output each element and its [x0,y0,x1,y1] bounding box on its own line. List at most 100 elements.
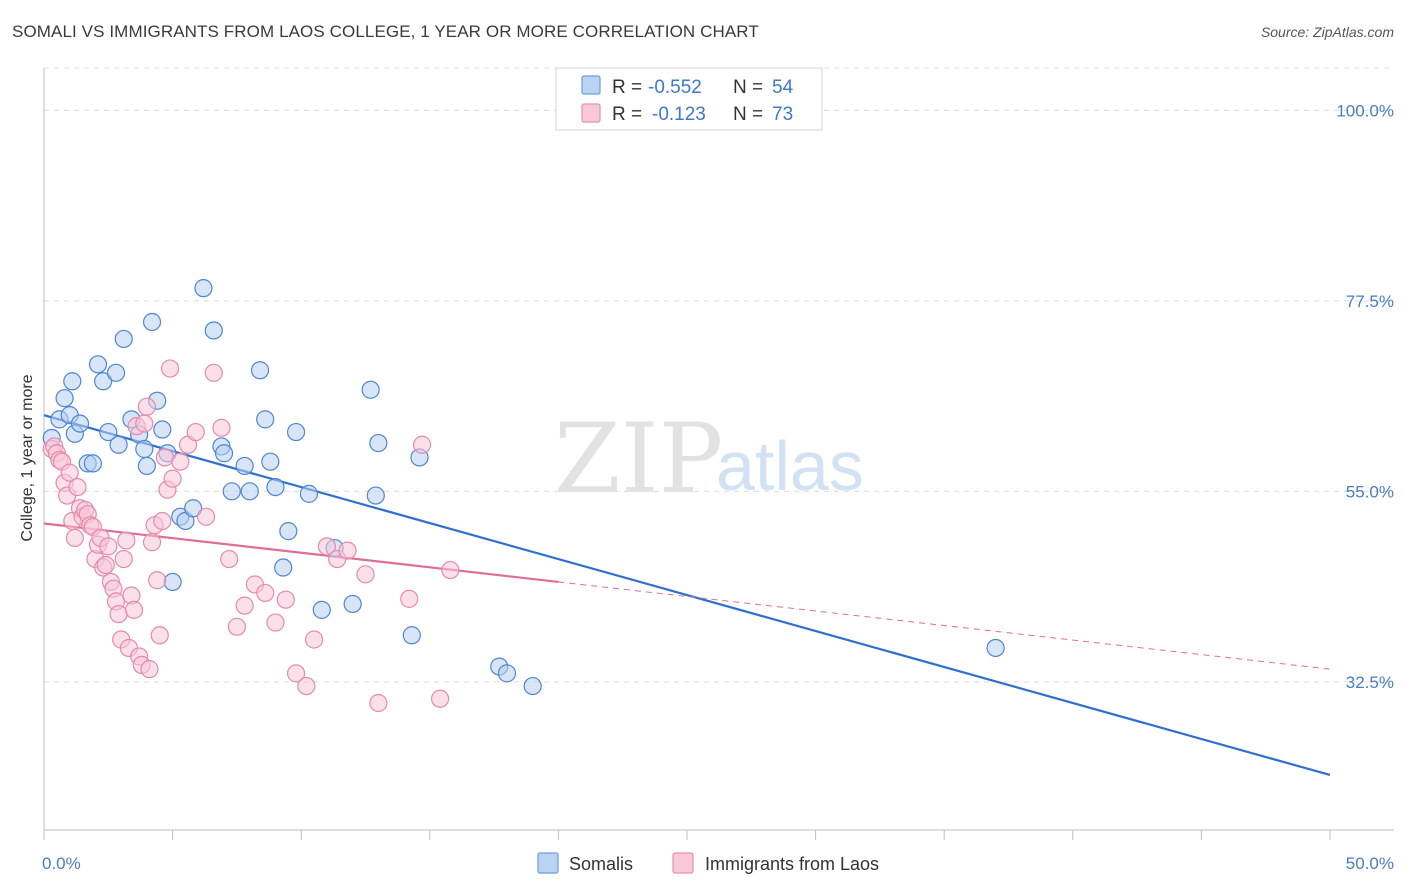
legend-swatch-somalis [581,75,601,95]
data-point [986,638,1005,658]
data-point [99,537,118,556]
data-point [106,363,126,382]
legend-r-value-laos: -0.123 [652,104,706,125]
y-tick-labels: 100.0% 77.5% 55.0% 32.5% [1336,101,1394,692]
data-point [274,558,293,577]
bottom-legend-swatch-laos [672,852,694,874]
data-point [135,414,154,433]
data-point [83,454,102,473]
y-tick-label: 100.0% [1336,101,1394,120]
data-point [184,499,203,518]
data-point [204,363,223,382]
data-point [286,422,306,442]
data-point [55,389,74,408]
series-legend: Somalis Immigrants from Laos [537,852,879,874]
data-point [140,660,159,679]
bottom-legend-label-somalis: Somalis [569,854,633,874]
data-point [441,560,460,580]
data-point [338,541,357,560]
data-point [204,321,223,340]
data-point [369,433,388,453]
data-point [171,452,190,471]
data-point [286,664,306,683]
data-point [317,537,337,556]
data-point [142,533,162,552]
data-point [235,456,254,476]
data-point [135,439,154,459]
data-point [304,630,324,649]
data-point [153,420,172,439]
data-point [65,528,84,548]
y-tick-label: 77.5% [1346,292,1394,311]
data-point [137,397,156,416]
trend-line-somalis [43,414,1331,777]
data-point [155,448,174,467]
watermark: ZIP atlas [554,403,864,515]
data-point [94,372,113,391]
data-point [266,613,285,632]
source-credit: Source: ZipAtlas.com [1260,24,1394,40]
legend-swatch-laos [581,103,601,123]
data-point [88,355,108,374]
data-point [312,600,331,619]
data-point [137,456,156,476]
chart-title: SOMALI VS IMMIGRANTS FROM LAOS COLLEGE, … [12,22,759,41]
data-point [369,693,388,713]
data-point [196,507,216,526]
y-axis-label: College, 1 year or more [19,374,36,541]
series-somalis-points [42,279,1005,696]
x-tick-labels: 0.0% 50.0% [42,854,1394,873]
y-tick-label: 32.5% [1346,673,1394,692]
legend-r-label-somalis: R = [612,77,642,98]
data-point [114,549,133,569]
series-laos-points [42,359,460,713]
data-point [163,572,182,592]
data-point [153,511,172,531]
data-point [266,478,285,497]
data-point [124,600,144,619]
data-point [400,589,419,608]
data-point [256,583,275,603]
data-point [402,626,421,645]
data-point [227,617,246,636]
data-point [163,469,182,488]
watermark-atlas: atlas [716,427,864,505]
bottom-legend-swatch-somalis [537,852,559,874]
trend-line-extension-laos [558,581,1331,670]
data-point [142,312,162,332]
data-point [343,594,362,614]
data-point [366,486,385,505]
data-point [150,626,169,645]
y-tick-label: 55.0% [1346,482,1394,501]
data-point [279,522,298,541]
data-point [212,418,231,437]
data-point [220,549,239,569]
data-point [68,478,87,497]
legend-n-value-laos: 73 [772,104,793,125]
data-point [497,664,517,683]
gridlines [44,67,1394,683]
data-point [250,361,270,380]
data-point [96,555,115,575]
data-point [430,689,450,708]
data-point [299,484,319,503]
data-point [63,372,82,391]
data-point [117,531,136,550]
legend-r-value-somalis: -0.552 [648,77,702,98]
data-point [148,571,167,590]
bottom-legend-label-laos: Immigrants from Laos [705,854,879,874]
legend-n-value-somalis: 54 [772,77,794,98]
legend-r-label-laos: R = [612,104,642,125]
data-point [109,435,128,454]
data-point [523,676,542,696]
data-point [356,565,375,584]
data-point [276,590,295,609]
data-point [160,359,180,378]
data-point [361,380,380,399]
data-point [194,279,213,298]
data-point [70,414,90,433]
watermark-zip: ZIP [554,403,723,515]
x-tick-label-min: 0.0% [42,854,81,873]
data-point [99,422,118,442]
